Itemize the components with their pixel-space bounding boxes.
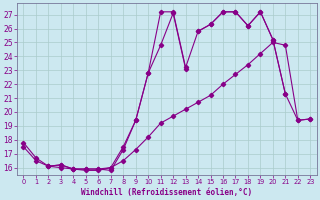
- X-axis label: Windchill (Refroidissement éolien,°C): Windchill (Refroidissement éolien,°C): [81, 188, 252, 197]
